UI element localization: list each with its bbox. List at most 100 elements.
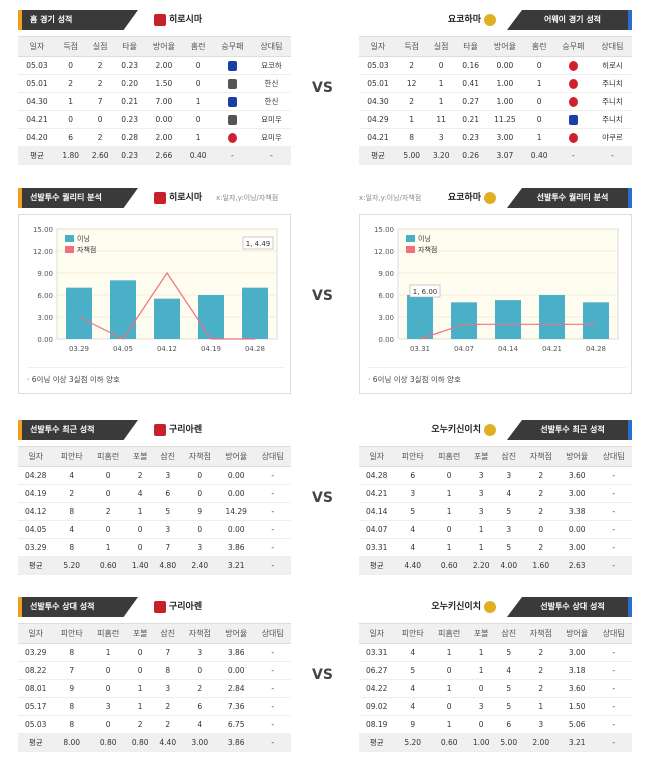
table-cell: 04.05 <box>18 520 54 539</box>
x-tick-label: 03.29 <box>69 345 89 353</box>
table-row: 08.01 9 0 1 3 2 2.84- <box>18 679 291 698</box>
table-cell: 1 <box>126 679 154 698</box>
table-cell: 4.40 <box>394 556 431 575</box>
table-cell: 04.29 <box>359 110 397 129</box>
column-header: 득점 <box>55 36 86 57</box>
table-cell: - <box>254 715 291 734</box>
win-result-icon <box>227 60 237 71</box>
y-tick-label: 12.00 <box>33 248 53 256</box>
table-cell: - <box>254 679 291 698</box>
column-header: 피안타 <box>394 446 431 467</box>
table-cell: 0 <box>89 520 127 539</box>
column-header: 일자 <box>359 36 397 57</box>
section-title: 선발투수 퀄리티 분석 <box>507 188 632 208</box>
table-cell: 0 <box>183 74 213 93</box>
column-header: 홈런 <box>524 36 554 57</box>
table-cell: 04.30 <box>359 92 397 111</box>
x-tick-label: 04.14 <box>498 345 519 353</box>
x-tick-label: 04.21 <box>542 345 562 353</box>
table-cell: 03.31 <box>359 643 395 662</box>
table-cell: 4 <box>53 466 90 485</box>
table-cell: 0 <box>430 520 468 539</box>
result-cell <box>212 110 252 129</box>
hiroshima-logo-icon <box>154 424 166 436</box>
table-cell: 6 <box>494 715 523 734</box>
table-cell: 평균 <box>18 733 54 752</box>
table-cell: 3 <box>494 520 523 539</box>
table-header: 일자 득점 실점 타율 방어율 홈런 승무패 상대팀 <box>18 36 291 57</box>
table-cell: 5.06 <box>559 715 596 734</box>
table-cell: 8 <box>53 643 90 662</box>
table-cell: 9 <box>394 715 431 734</box>
team-name: 구리아렌 <box>154 597 202 617</box>
table-cell: 1 <box>430 715 468 734</box>
chart-note: · 6이닝 이상 3실점 이하 양호 <box>27 367 285 389</box>
table-cell: 3.00 <box>181 733 218 752</box>
table-cell: 0 <box>181 466 218 485</box>
table-header: 일자 피안타 피홈런 포볼 삼진 자책점 방어율 상대팀 <box>18 446 291 467</box>
table-cell: - <box>595 679 632 698</box>
table-cell: - <box>254 733 291 752</box>
section-title: 선발투수 상대 성적 <box>507 597 632 617</box>
table-cell: 1.00 <box>485 92 525 111</box>
bar <box>539 295 565 339</box>
table-cell: 1 <box>183 128 213 147</box>
table-cell: 0.80 <box>89 733 127 752</box>
table-cell: 1 <box>126 502 154 521</box>
win-result-icon <box>568 114 578 125</box>
column-header: 삼진 <box>153 446 182 467</box>
table-cell: 1 <box>55 92 86 111</box>
table-cell: 1.40 <box>126 556 154 575</box>
table-cell: 12 <box>396 74 427 93</box>
average-row: 평균 8.00 0.80 0.80 4.40 3.00 3.86- <box>18 733 291 752</box>
y-tick-label: 0.00 <box>37 336 53 344</box>
legend-swatch <box>65 246 74 253</box>
y-tick-label: 9.00 <box>37 270 53 278</box>
column-header: 타율 <box>114 36 145 57</box>
table-cell: 2 <box>522 484 559 503</box>
bar <box>495 300 521 339</box>
table-row: 03.31 4 1 1 5 2 3.00- <box>359 538 632 557</box>
table-cell: 03.29 <box>18 643 54 662</box>
table-cell: 2.84 <box>218 679 255 698</box>
table-cell: 03.31 <box>359 538 395 557</box>
column-header: 피홈런 <box>89 623 127 644</box>
column-header: 자책점 <box>181 623 218 644</box>
column-header: 상대팀 <box>592 36 632 57</box>
table-cell: 3.21 <box>218 556 255 575</box>
legend-label: 이닝 <box>77 234 90 243</box>
section-title: 어웨이 경기 성적 <box>507 10 632 30</box>
table-header: 일자 득점 실점 타율 방어율 홈런 승무패 상대팀 <box>359 36 632 57</box>
table-cell: 0.00 <box>218 520 255 539</box>
table-cell: - <box>595 556 632 575</box>
table-cell: 요미우 <box>251 128 291 147</box>
table-cell: 3 <box>522 715 559 734</box>
table-cell: 2.40 <box>181 556 218 575</box>
table-cell: 0.23 <box>114 56 145 75</box>
table-row: 06.27 5 0 1 4 2 3.18- <box>359 661 632 680</box>
column-header: 피홈런 <box>430 623 468 644</box>
table-cell: 3 <box>394 484 431 503</box>
table-cell: 0 <box>89 679 127 698</box>
table-cell: 04.07 <box>359 520 395 539</box>
table-cell: 6 <box>55 128 86 147</box>
table-cell: 04.28 <box>359 466 395 485</box>
y-tick-label: 3.00 <box>37 314 53 322</box>
vs-label: VS <box>312 667 333 683</box>
table-cell: 0.00 <box>218 661 255 680</box>
table-cell: 0 <box>89 466 127 485</box>
table-cell: 2 <box>522 502 559 521</box>
table-cell: 11 <box>426 110 456 129</box>
table-cell: 1 <box>467 520 495 539</box>
table-cell: 3 <box>153 466 182 485</box>
table-cell: - <box>595 643 632 662</box>
table-cell: - <box>595 697 632 716</box>
table-cell: - <box>595 502 632 521</box>
table-cell: 1.00 <box>485 74 525 93</box>
table-cell: - <box>595 466 632 485</box>
x-tick-label: 04.28 <box>586 345 606 353</box>
table-cell: 8 <box>53 715 90 734</box>
table-row: 05.03 2 0 0.16 0.00 0 히로시 <box>359 56 632 75</box>
result-cell <box>212 56 252 75</box>
table-cell: 1 <box>396 110 427 129</box>
